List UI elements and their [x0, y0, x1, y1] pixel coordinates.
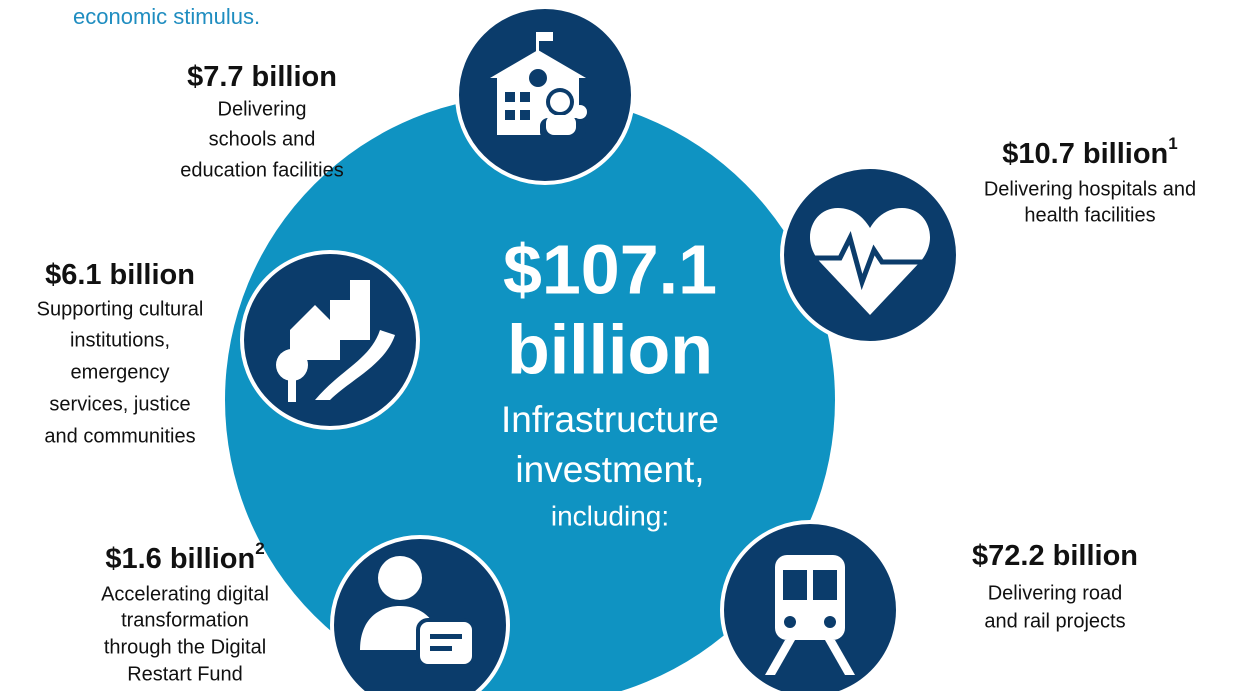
- icon-school: [455, 5, 635, 185]
- item-description: and communities: [44, 425, 195, 447]
- centre-description: investment,: [515, 449, 704, 490]
- item-amount: $6.1 billion: [45, 259, 195, 291]
- item-amount: $1.6 billion2: [105, 539, 264, 574]
- item-amount: $10.7 billion1: [1002, 134, 1177, 169]
- item-description: institutions,: [70, 329, 170, 351]
- icon-digital: [330, 535, 510, 691]
- amount: $1.6 billion: [105, 543, 255, 575]
- item-description: Supporting cultural: [37, 298, 204, 320]
- item-amount: $72.2 billion: [972, 540, 1138, 572]
- item-description: emergency: [71, 361, 170, 383]
- centre-amount: $107.1: [503, 230, 717, 308]
- amount: $72.2 billion: [972, 540, 1138, 572]
- item-description: Delivering hospitals and: [984, 178, 1196, 200]
- header-text: economic stimulus.: [73, 4, 260, 29]
- item-description: Delivering road: [988, 582, 1123, 604]
- main-circle: [225, 95, 835, 691]
- item-amount: $7.7 billion: [187, 61, 337, 93]
- footnote: 1: [1168, 134, 1177, 153]
- item-description: Restart Fund: [127, 663, 243, 685]
- amount: $10.7 billion: [1002, 138, 1168, 170]
- centre-amount: billion: [507, 310, 713, 388]
- item-description: Accelerating digital: [101, 583, 269, 605]
- item-description: services, justice: [49, 393, 190, 415]
- item-description: transformation: [121, 609, 249, 631]
- item-description: Delivering: [218, 98, 307, 120]
- item-description: and rail projects: [984, 610, 1125, 632]
- footnote: 2: [255, 539, 264, 558]
- centre-note: including:: [551, 500, 669, 531]
- icon-rail: [720, 520, 900, 691]
- item-description: schools and: [209, 128, 316, 150]
- centre-description: Infrastructure: [501, 399, 719, 440]
- amount: $6.1 billion: [45, 259, 195, 291]
- icon-culture: [240, 250, 420, 430]
- centre-text: $107.1 billion Infrastructure investment…: [501, 230, 719, 531]
- icon-health: [780, 165, 960, 345]
- item-description: through the Digital: [104, 636, 266, 658]
- item-description: education facilities: [180, 159, 343, 181]
- item-description: health facilities: [1024, 204, 1155, 226]
- amount: $7.7 billion: [187, 61, 337, 93]
